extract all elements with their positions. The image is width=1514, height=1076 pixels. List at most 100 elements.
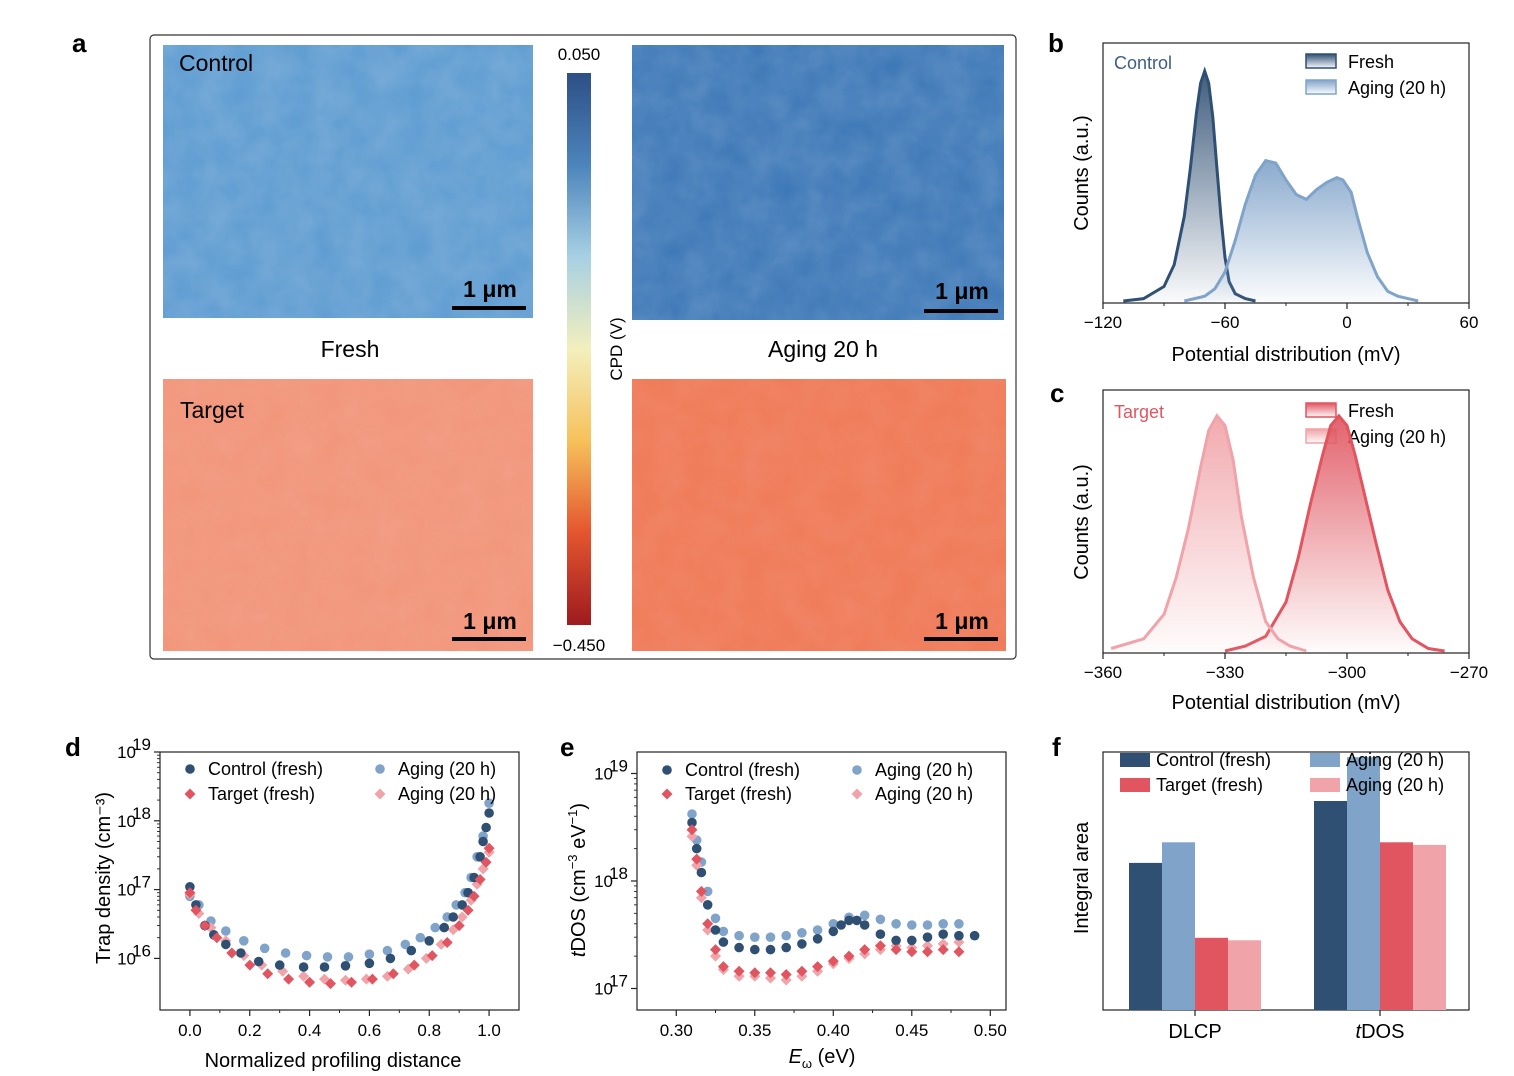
- data-point: [259, 943, 270, 954]
- bar: [1162, 842, 1195, 1010]
- data-point: [969, 930, 980, 941]
- x-tick-label: −60: [1211, 313, 1240, 332]
- data-point: [686, 830, 698, 842]
- data-point: [322, 952, 333, 962]
- legend-swatch: [1120, 778, 1150, 792]
- y-tick-label: 10: [117, 743, 136, 762]
- legend-label: Control (fresh): [1156, 750, 1271, 770]
- legend-label: Aging (20 h): [398, 784, 496, 804]
- chart-b-label: Control: [1114, 53, 1172, 73]
- x-tick-label: 60: [1460, 313, 1479, 332]
- series-line-aging: [1110, 413, 1307, 653]
- data-point: [710, 950, 721, 962]
- data-point: [859, 920, 870, 930]
- data-point: [439, 922, 450, 933]
- x-tick-label: 0.50: [974, 1021, 1007, 1040]
- data-point: [796, 965, 808, 977]
- y-tick-exponent: 18: [132, 804, 151, 823]
- x-tick-label: 0.6: [358, 1021, 382, 1040]
- series-line-aging: [1183, 158, 1419, 303]
- data-point: [828, 926, 839, 937]
- legend-label-fresh: Fresh: [1348, 401, 1394, 421]
- bar: [1228, 940, 1261, 1010]
- data-point: [274, 960, 285, 970]
- legend-swatch-fresh: [1305, 402, 1337, 418]
- bar: [1195, 937, 1228, 1010]
- legend-label-fresh: Fresh: [1348, 52, 1394, 72]
- x-tick-label: −270: [1450, 663, 1488, 682]
- series-area-fresh: [1225, 415, 1445, 651]
- legend-label: Aging (20 h): [1346, 775, 1444, 795]
- panel-label-f: f: [1052, 732, 1061, 762]
- data-point: [922, 940, 933, 952]
- data-point: [781, 930, 791, 941]
- y-tick-label: 10: [117, 949, 136, 968]
- data-point: [408, 959, 420, 971]
- data-point: [836, 920, 846, 930]
- bar: [1347, 757, 1380, 1010]
- data-point: [797, 928, 807, 938]
- data-point: [906, 946, 918, 958]
- data-point: [481, 822, 491, 833]
- legend-label: Aging (20 h): [875, 784, 973, 804]
- row-label-control: Control: [179, 50, 253, 76]
- data-point: [954, 919, 964, 929]
- data-point: [843, 950, 855, 962]
- data-point: [827, 955, 839, 967]
- map-frame: [149, 34, 1017, 660]
- data-point: [765, 944, 776, 955]
- y-tick-label: 10: [594, 765, 613, 784]
- x-axis-label: Normalized profiling distance: [205, 1050, 462, 1072]
- data-point: [710, 944, 721, 956]
- data-point: [340, 961, 351, 971]
- x-tick-label: 0.45: [895, 1021, 928, 1040]
- data-point: [387, 968, 399, 980]
- chart-panel-b: Control Fresh Aging (20 h) Counts (a.u.)…: [1071, 42, 1479, 366]
- chart-panel-d: Trap density (cm⁻³) Normalized profiling…: [93, 735, 520, 1072]
- legend-label: Target (fresh): [685, 784, 792, 804]
- legend-label: Control (fresh): [208, 759, 323, 779]
- data-point: [859, 910, 870, 921]
- x-tick-label: −300: [1328, 663, 1366, 682]
- data-point: [702, 900, 713, 910]
- data-point: [474, 874, 486, 885]
- series-line-fresh: [1224, 413, 1445, 653]
- data-point: [366, 973, 378, 985]
- plot-frame: [1102, 751, 1470, 1011]
- data-point: [304, 976, 316, 988]
- data-point: [922, 920, 933, 930]
- data-point: [750, 944, 760, 955]
- data-point: [283, 973, 295, 985]
- y-tick-exponent: 19: [609, 757, 628, 776]
- x-tick-label: 0.4: [298, 1021, 322, 1040]
- data-point: [702, 918, 714, 930]
- x-tick-label: 0: [1342, 313, 1351, 332]
- data-point: [441, 937, 453, 948]
- data-point: [453, 920, 465, 932]
- scale-bar-3: 1 μm: [452, 608, 526, 641]
- data-point: [691, 853, 703, 865]
- map-tile-control-fresh: [163, 45, 533, 318]
- data-point: [468, 890, 480, 902]
- y-tick-label: 10: [594, 980, 613, 999]
- colorbar: 0.050 −0.450 CPD (V): [553, 45, 626, 655]
- x-tick-label: DLCP: [1168, 1021, 1221, 1043]
- legend-marker: [375, 764, 385, 774]
- data-point: [781, 942, 791, 953]
- data-point: [415, 932, 426, 943]
- legend-label: Target (fresh): [1156, 775, 1263, 795]
- x-tick-label: 1.0: [477, 1021, 501, 1040]
- colorbar-max: 0.050: [558, 45, 601, 64]
- x-tick-label: 0.8: [417, 1021, 441, 1040]
- data-point: [301, 950, 312, 961]
- panel-label-b: b: [1048, 28, 1064, 58]
- map-tile-target-fresh: [163, 379, 533, 651]
- data-point: [687, 817, 697, 828]
- data-point: [484, 808, 494, 818]
- data-point: [953, 946, 965, 958]
- y-tick-label: 10: [117, 881, 136, 900]
- data-point: [298, 962, 309, 972]
- data-point: [765, 932, 776, 942]
- y-axis-label: Integral area: [1071, 821, 1093, 934]
